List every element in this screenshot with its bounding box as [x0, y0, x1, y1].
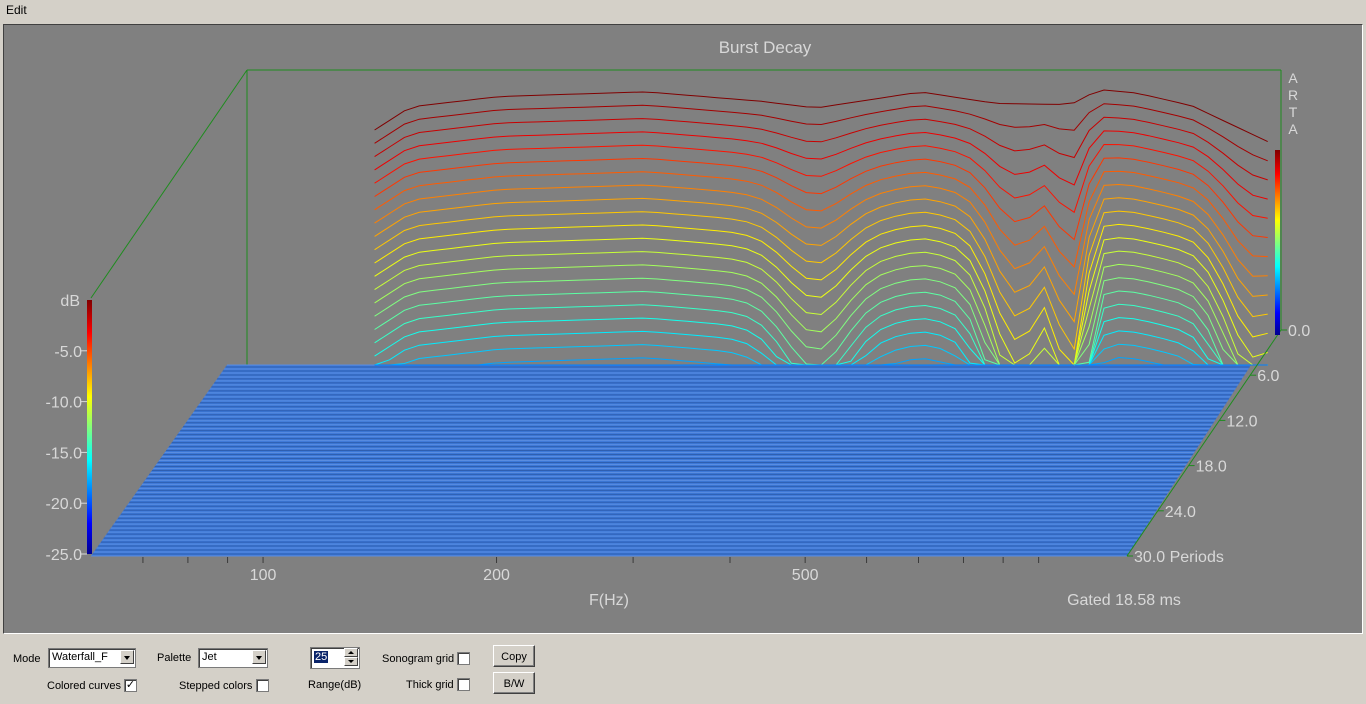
z-tick-label: 6.0: [1257, 368, 1279, 385]
thick-grid-checkbox[interactable]: [457, 678, 470, 691]
decay-slice: [374, 143, 1268, 219]
color-scale-tick-label: -5.0: [54, 344, 82, 361]
watermark-letter: A: [1288, 70, 1298, 86]
color-scale-tick-label: -20.0: [46, 496, 83, 513]
decay-curves: [374, 89, 1268, 367]
chart-title: Burst Decay: [719, 38, 812, 57]
sonogram-grid-label: Sonogram grid: [382, 653, 455, 665]
menu-edit[interactable]: Edit: [6, 3, 27, 17]
decay-slice: [374, 157, 1268, 241]
decay-slice: [374, 130, 1268, 200]
decay-slice: [374, 290, 1268, 366]
z-tick-label: 30.0 Periods: [1134, 549, 1224, 566]
z-tick-label: 0.0: [1288, 323, 1310, 340]
control-panel: Mode Waterfall_F Palette Jet 25 Range(dB…: [0, 634, 1366, 704]
x-tick-label: 500: [792, 567, 819, 584]
gated-note: Gated 18.58 ms: [1067, 592, 1181, 609]
color-scale-ticks: -5.0 -10.0 -15.0 -20.0 -25.0: [46, 344, 87, 564]
chevron-down-icon[interactable]: [120, 650, 134, 664]
mode-value: Waterfall_F: [52, 651, 108, 663]
color-scale-tick-label: -15.0: [46, 445, 83, 462]
decay-slice: [374, 263, 1268, 366]
range-value[interactable]: 25: [314, 651, 329, 663]
range-spinner[interactable]: 25: [310, 647, 360, 669]
watermark-letter: A: [1288, 121, 1298, 137]
x-axis-label: F(Hz): [589, 592, 629, 609]
palette-value: Jet: [202, 651, 217, 663]
db-unit-label: dB: [60, 293, 80, 310]
decay-slice: [374, 197, 1268, 323]
sonogram-grid-checkbox[interactable]: [457, 652, 470, 665]
decay-slice: [374, 237, 1268, 366]
copy-button[interactable]: Copy: [493, 645, 535, 667]
decay-slice: [374, 330, 1268, 366]
x-tick-label: 100: [250, 567, 277, 584]
palette-label: Palette: [157, 652, 192, 664]
decay-slice: [374, 303, 1268, 366]
z-tick-label: 18.0: [1196, 459, 1227, 476]
chevron-down-icon[interactable]: [252, 650, 266, 664]
decay-slice: [374, 277, 1268, 366]
decay-slice: [374, 103, 1268, 162]
colored-curves-label: Colored curves: [47, 680, 121, 692]
palette-select[interactable]: Jet: [198, 648, 268, 668]
z-axis-ticks: 0.0 6.0 12.0 18.0 24.0 30.0 Periods: [1126, 323, 1310, 566]
mode-label: Mode: [13, 653, 41, 665]
mode-select[interactable]: Waterfall_F: [48, 648, 136, 668]
x-tick-label: 200: [483, 567, 510, 584]
plot-box: [90, 69, 1282, 365]
decay-slice: [374, 223, 1268, 367]
z-axis-line: [1126, 329, 1282, 557]
decay-slice: [374, 170, 1268, 269]
x-axis-ticks: 100 200 500: [142, 557, 1040, 584]
watermark-letter: T: [1289, 104, 1298, 120]
watermark-letter: R: [1288, 87, 1298, 103]
stepped-colors-label: Stepped colors: [179, 680, 253, 692]
spin-down-icon[interactable]: [344, 657, 358, 666]
decay-slice: [374, 89, 1268, 143]
z-tick-label: 12.0: [1226, 413, 1257, 430]
colored-curves-checkbox[interactable]: ✓: [124, 679, 137, 692]
color-scale-bar: [87, 300, 92, 554]
decay-slice: [374, 250, 1268, 366]
range-label: Range(dB): [308, 679, 362, 691]
decay-floor: [91, 364, 1251, 557]
decay-slice: [374, 317, 1268, 366]
z-tick-label: 24.0: [1165, 504, 1196, 521]
color-scale-bar-right: [1275, 150, 1280, 335]
menu-bar: Edit: [0, 0, 1366, 20]
color-scale-tick-label: -25.0: [46, 547, 83, 564]
decay-slice: [374, 183, 1268, 296]
decay-slice: [374, 116, 1268, 181]
decay-slice: [374, 210, 1268, 351]
color-scale-tick-label: -10.0: [46, 395, 83, 412]
stepped-colors-checkbox[interactable]: [256, 679, 269, 692]
bw-button[interactable]: B/W: [493, 672, 535, 694]
decay-slice: [374, 356, 1268, 366]
thick-grid-label: Thick grid: [406, 679, 454, 691]
spin-up-icon[interactable]: [344, 648, 358, 657]
